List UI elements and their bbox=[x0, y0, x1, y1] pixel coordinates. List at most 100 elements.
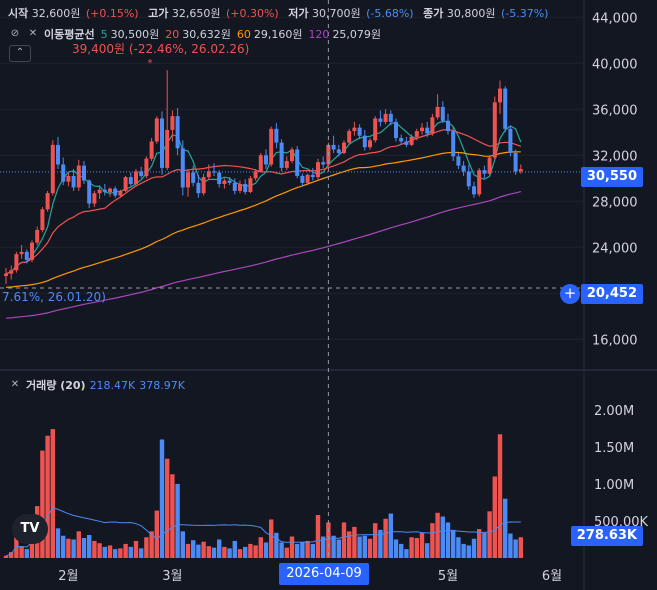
candle-body bbox=[149, 141, 154, 159]
volume-bar bbox=[133, 540, 139, 558]
volume-bar bbox=[50, 429, 55, 558]
add-alert-plus-icon[interactable]: + bbox=[560, 284, 580, 304]
volume-bar bbox=[128, 546, 133, 558]
volume-bar bbox=[217, 539, 222, 558]
candle-body bbox=[196, 182, 201, 194]
candle-body bbox=[35, 230, 40, 243]
volume-bar bbox=[40, 450, 45, 558]
ma-value: 25,079원 bbox=[332, 28, 382, 41]
volume-bar bbox=[165, 458, 170, 558]
volume-bar bbox=[477, 529, 482, 558]
volume-value-1: 218.47K bbox=[89, 378, 136, 392]
volume-bar bbox=[191, 540, 196, 558]
high-label: 고가 bbox=[148, 7, 169, 20]
candle-body bbox=[352, 127, 357, 132]
candle-body bbox=[295, 149, 300, 176]
close-change: (-5.37%) bbox=[500, 7, 549, 20]
volume-bar bbox=[284, 547, 289, 558]
candle-body bbox=[82, 165, 86, 181]
crosshair-price-tag: 20,452 bbox=[580, 284, 643, 304]
candle-body bbox=[477, 170, 482, 195]
time-axis-ticks: 2월 3월 5월 6월 bbox=[58, 569, 562, 584]
crosshair: 39,400원 (-22.46%, 26.02.26) * 7.61%, 26.01… bbox=[0, 0, 584, 560]
price-tick-label: 16,000 bbox=[592, 333, 638, 348]
close-label: 종가 bbox=[423, 7, 444, 20]
volume-bar bbox=[92, 540, 97, 558]
time-tick-label: 2월 bbox=[58, 569, 78, 584]
collapse-chevron-icon[interactable]: ⌃ bbox=[9, 45, 31, 62]
ma-value: 30,500원 bbox=[110, 28, 160, 41]
volume-bar bbox=[185, 543, 191, 558]
volume-bar bbox=[367, 538, 373, 558]
volume-bar bbox=[196, 544, 201, 558]
price-tick-label: 24,000 bbox=[592, 241, 638, 256]
tradingview-logo[interactable]: TV bbox=[12, 514, 48, 544]
ma-period: 5 bbox=[100, 28, 108, 41]
volume-bar bbox=[253, 545, 258, 558]
ma-period: 20 bbox=[165, 28, 180, 41]
candle-body bbox=[388, 113, 393, 122]
candle-body bbox=[284, 161, 289, 168]
candle-body bbox=[461, 165, 466, 172]
high-marker-label: 39,400원 (-22.46%, 26.02.26) bbox=[72, 42, 249, 56]
ma-period: 120 bbox=[308, 28, 330, 41]
volume-bar bbox=[258, 537, 263, 558]
candle-body bbox=[513, 152, 518, 172]
volume-bar bbox=[232, 540, 237, 558]
volume-bar bbox=[461, 543, 466, 558]
candle-body bbox=[71, 175, 76, 188]
volume-bar bbox=[61, 535, 66, 558]
volume-bar bbox=[263, 542, 269, 558]
visibility-toggle-icon[interactable]: ⊘ bbox=[10, 28, 20, 39]
volume-bar bbox=[71, 539, 76, 558]
candle-body bbox=[321, 162, 326, 165]
volume-bar bbox=[237, 549, 243, 558]
candle-body bbox=[336, 149, 341, 153]
candle-body bbox=[269, 128, 274, 165]
candle-body bbox=[87, 180, 92, 204]
volume-bar bbox=[451, 529, 456, 558]
candle-body bbox=[253, 171, 258, 179]
volume-legend: ✕ 거래량 (20) 218.47K 378.97K bbox=[8, 377, 185, 393]
close-value: 30,800원 bbox=[446, 7, 496, 20]
volume-bar bbox=[170, 474, 175, 558]
candle-body bbox=[191, 172, 196, 183]
candle-body bbox=[446, 120, 450, 132]
volume-bar bbox=[326, 522, 331, 558]
volume-bar bbox=[404, 549, 409, 558]
candle-body bbox=[331, 144, 336, 150]
candle-body bbox=[217, 172, 222, 184]
volume-bar bbox=[430, 523, 435, 558]
candle-body bbox=[97, 189, 102, 194]
candle-body bbox=[40, 209, 45, 230]
volume-bar bbox=[159, 439, 165, 558]
candle-body bbox=[134, 171, 138, 184]
price-tick-label: 36,000 bbox=[592, 103, 638, 118]
price-tick-label: 32,000 bbox=[592, 149, 638, 164]
candle-body bbox=[108, 188, 112, 193]
volume-bar bbox=[24, 549, 29, 558]
candle-body bbox=[92, 193, 97, 204]
candle-body bbox=[4, 273, 8, 276]
time-tick-label: 5월 bbox=[438, 569, 458, 584]
candle-body bbox=[264, 155, 268, 165]
volume-bar bbox=[97, 543, 102, 558]
volume-bar bbox=[362, 535, 367, 558]
candle-body bbox=[383, 113, 388, 122]
candle-body bbox=[378, 118, 383, 122]
candles bbox=[4, 70, 523, 285]
high-value: 32,650원 bbox=[171, 7, 221, 20]
close-icon[interactable]: ✕ bbox=[10, 379, 20, 390]
volume-bar bbox=[518, 537, 523, 558]
volume-bar bbox=[107, 545, 113, 558]
candle-body bbox=[24, 251, 29, 260]
close-icon[interactable]: ✕ bbox=[28, 28, 38, 39]
ma-period: 60 bbox=[236, 28, 251, 41]
candle-body bbox=[347, 131, 352, 143]
price-tick-label: 28,000 bbox=[592, 195, 638, 210]
volume-bar bbox=[81, 537, 87, 558]
volume-bar bbox=[154, 510, 159, 558]
volume-bar bbox=[508, 533, 513, 558]
